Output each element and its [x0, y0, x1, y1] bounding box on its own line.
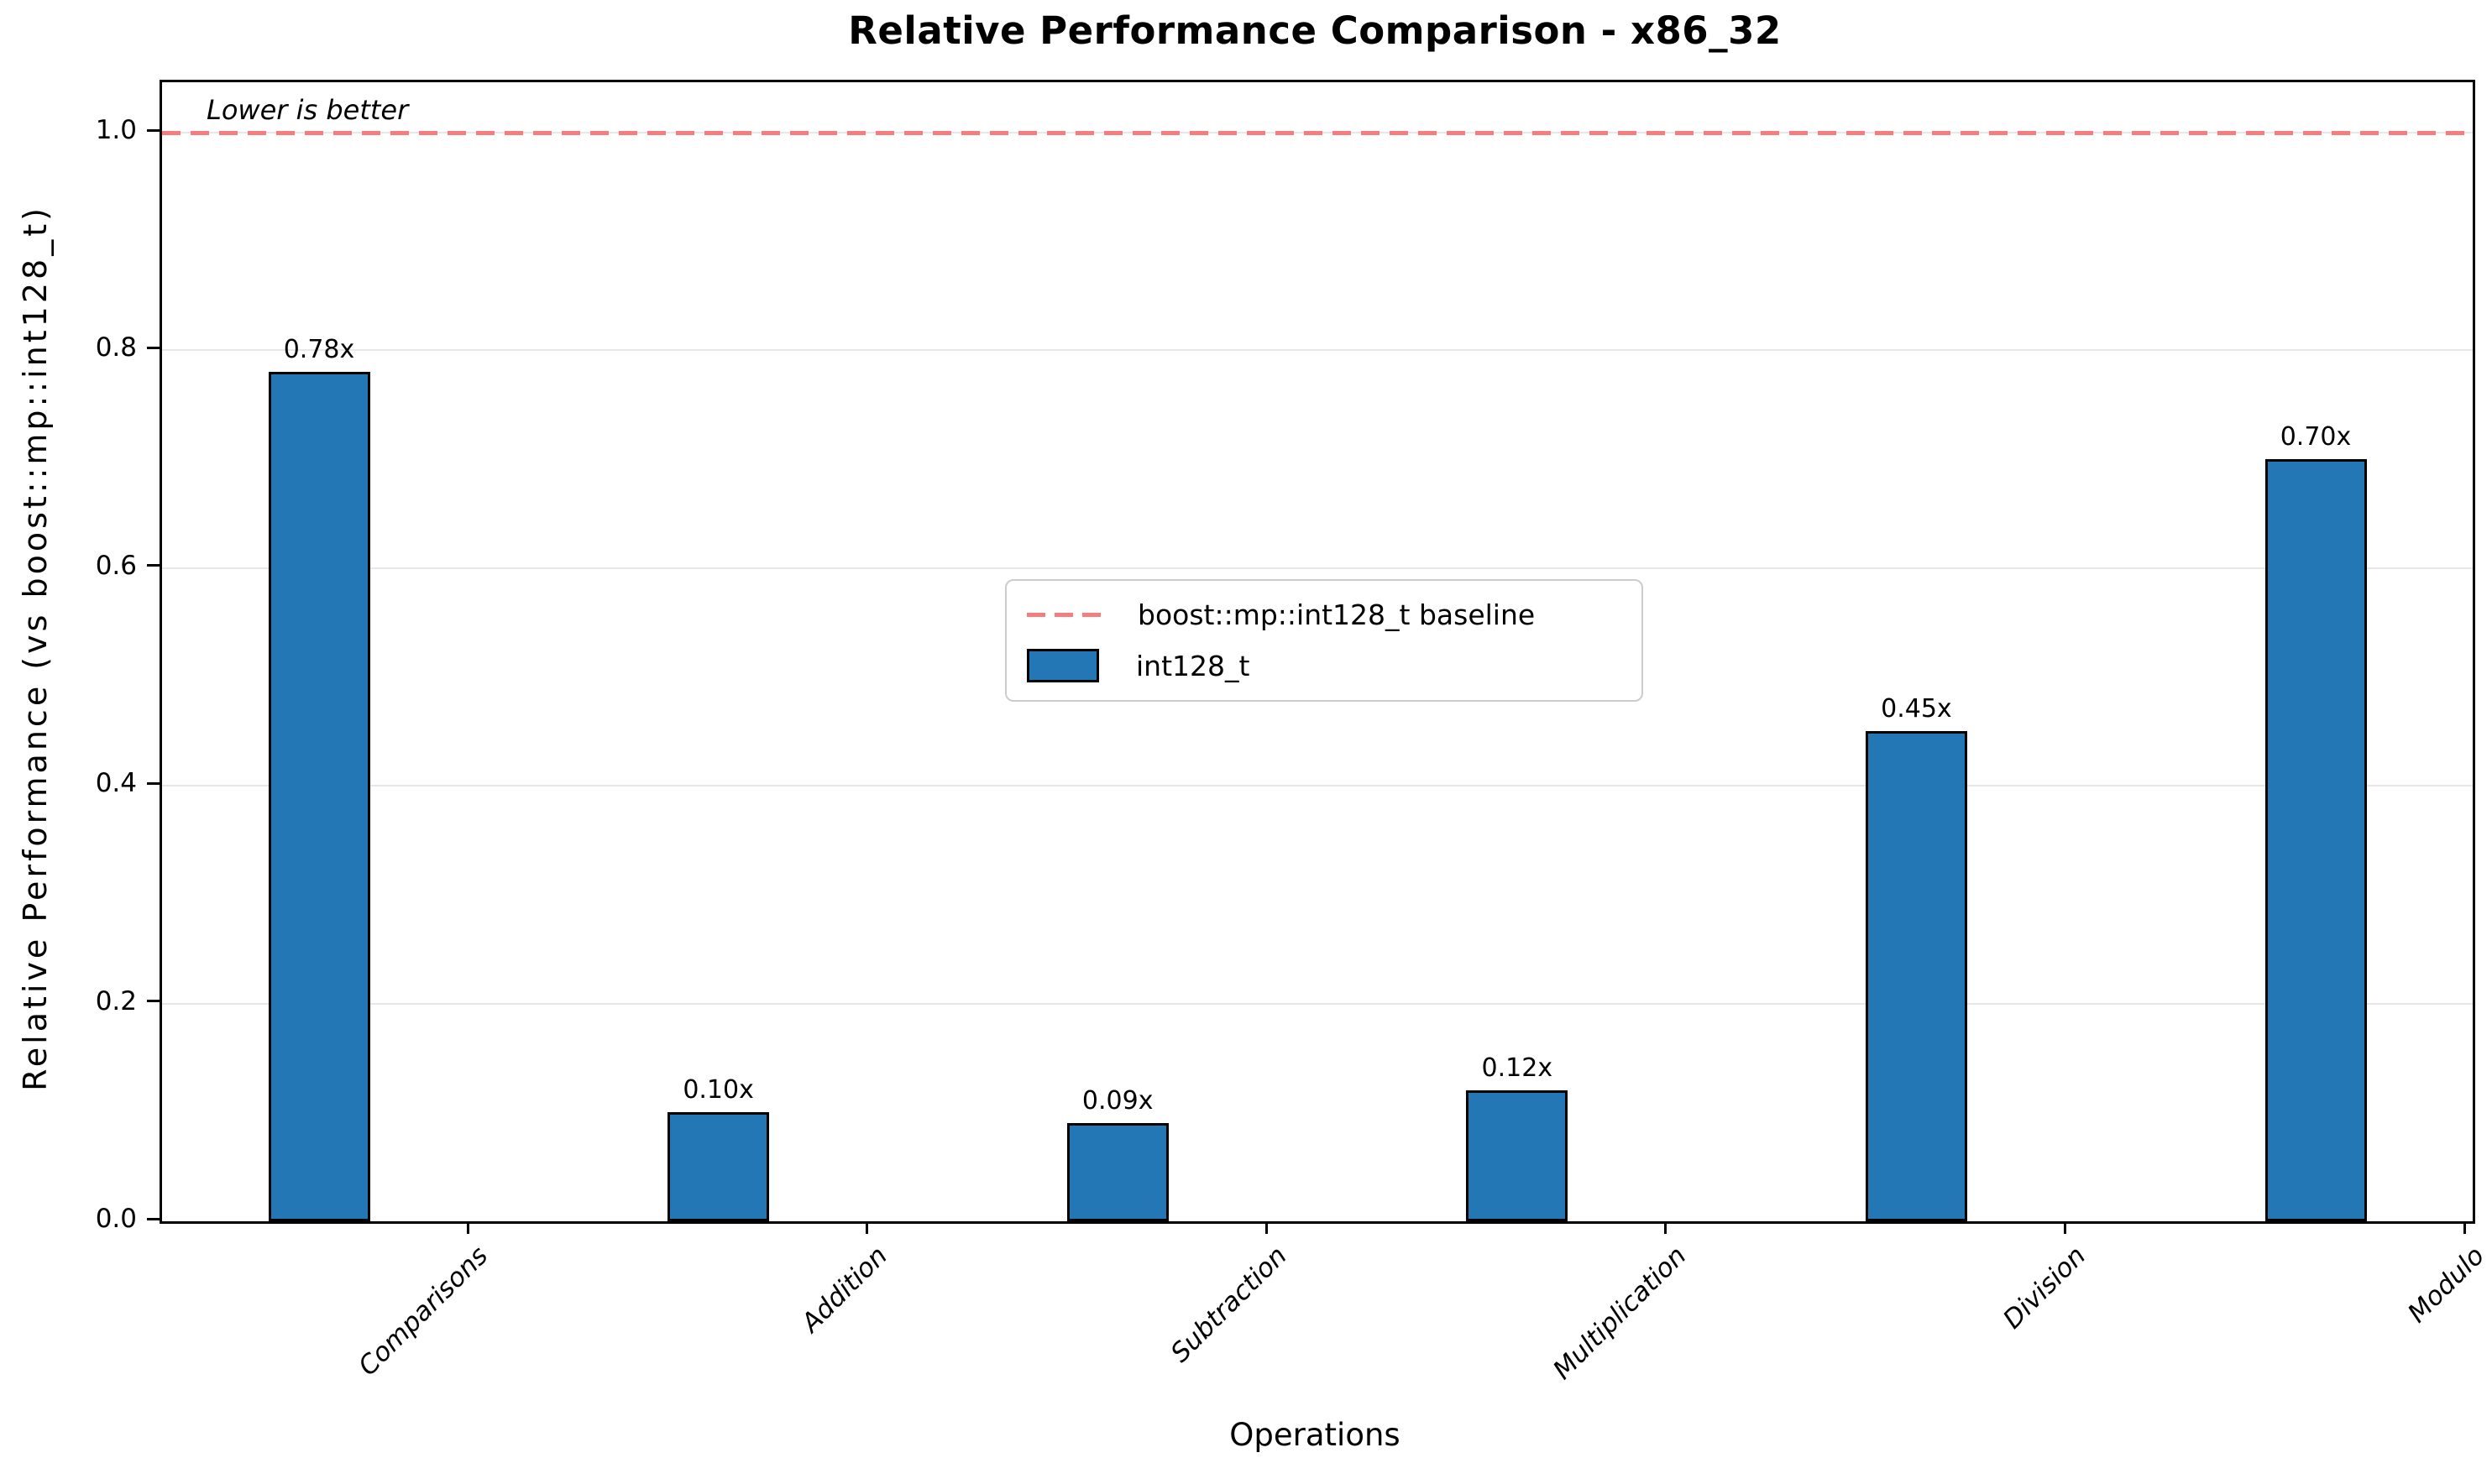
y-tick-0.0: [147, 1217, 160, 1220]
annotation-lower-is-better: Lower is better: [207, 94, 409, 126]
int128-t-bar-swatch: [1027, 649, 1099, 682]
bar-multiplication: [1466, 1090, 1568, 1221]
bar-addition: [668, 1112, 770, 1221]
x-tick-division: [2063, 1221, 2066, 1234]
y-tick-0.4: [147, 781, 160, 785]
y-tick-label-0.4: 0.4: [95, 768, 137, 799]
baseline-dashed-line: [162, 131, 2473, 135]
x-axis-label: Operations: [1229, 1417, 1400, 1453]
y-tick-label-0.6: 0.6: [95, 550, 137, 581]
bar-value-label-modulo: 0.70x: [2280, 422, 2352, 452]
legend: boost::mp::int128_t baseline int128_t: [1005, 579, 1643, 702]
x-tick-multiplication: [1664, 1221, 1667, 1234]
bar-subtraction: [1066, 1123, 1169, 1221]
bar-division: [1865, 731, 1967, 1221]
y-tick-0.2: [147, 1000, 160, 1003]
plot-area: Lower is better boost::mp::int128_t base…: [160, 80, 2475, 1224]
chart-title: Relative Performance Comparison - x86_32: [848, 8, 1782, 53]
bar-value-label-multiplication: 0.12x: [1481, 1053, 1553, 1084]
y-tick-1.0: [147, 128, 160, 132]
bar-value-label-comparisons: 0.78x: [283, 335, 355, 365]
y-tick-label-0.0: 0.0: [95, 1204, 137, 1234]
y-tick-0.8: [147, 346, 160, 349]
x-tick-modulo: [2463, 1221, 2466, 1234]
gridline-0.8: [162, 349, 2473, 352]
gridline-0.2: [162, 1002, 2473, 1005]
bar-comparisons: [268, 372, 370, 1221]
x-tick-label-comparisons: Comparisons: [353, 1241, 495, 1382]
bar-modulo: [2264, 459, 2367, 1221]
y-tick-label-1.0: 1.0: [95, 115, 137, 145]
x-tick-label-addition: Addition: [795, 1241, 894, 1339]
legend-entry-int128-t: int128_t: [1027, 649, 1621, 682]
bar-value-label-addition: 0.10x: [683, 1075, 754, 1105]
bar-value-label-subtraction: 0.09x: [1081, 1086, 1154, 1116]
x-tick-addition: [866, 1221, 869, 1234]
x-tick-label-subtraction: Subtraction: [1165, 1241, 1293, 1369]
x-tick-label-division: Division: [1997, 1241, 2092, 1335]
x-tick-label-modulo: Modulo: [2402, 1241, 2491, 1330]
y-tick-label-0.2: 0.2: [95, 985, 137, 1016]
y-tick-label-0.8: 0.8: [95, 332, 137, 363]
baseline-dashed-line-swatch: [1027, 613, 1101, 617]
bar-value-label-division: 0.45x: [1881, 694, 1952, 724]
x-tick-subtraction: [1264, 1221, 1268, 1234]
legend-label-int128-t: int128_t: [1136, 649, 1250, 682]
legend-label-baseline: boost::mp::int128_t baseline: [1138, 598, 1536, 631]
gridline-0.4: [162, 785, 2473, 787]
x-tick-comparisons: [466, 1221, 469, 1234]
legend-entry-baseline: boost::mp::int128_t baseline: [1027, 598, 1621, 631]
y-tick-0.6: [147, 564, 160, 567]
x-tick-label-multiplication: Multiplication: [1547, 1241, 1693, 1386]
gridline-0.6: [162, 567, 2473, 569]
